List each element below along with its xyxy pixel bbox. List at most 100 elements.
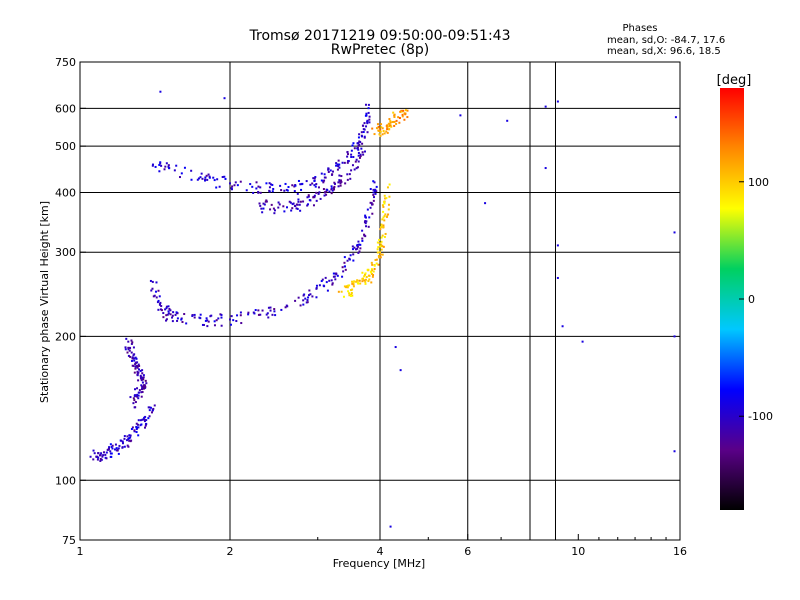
trace-scatter-point (315, 284, 318, 287)
trace-scatter-point (135, 427, 138, 430)
trace-scatter-point (141, 372, 144, 375)
trace-point (556, 244, 559, 247)
trace-scatter-point (362, 124, 365, 127)
ticks-layer: 1 2 4 6 10 16 75 100 200 300 400 500 600 750 (55, 56, 687, 558)
trace-scatter-point (404, 109, 407, 112)
trace-scatter-point (137, 434, 140, 437)
trace-scatter-point (197, 177, 200, 180)
trace-scatter-point (273, 212, 276, 215)
trace-scatter-point (372, 191, 375, 194)
trace-scatter-point (371, 127, 374, 130)
trace-scatter-point (180, 172, 183, 175)
trace-scatter-point (359, 247, 362, 250)
trace-scatter-point (133, 357, 136, 360)
trace-point (359, 282, 362, 285)
trace-scatter-point (212, 176, 215, 179)
trace-scatter-point (141, 418, 144, 421)
trace-scatter-point (388, 183, 391, 186)
trace-point (309, 293, 312, 296)
trace-scatter-point (366, 122, 369, 125)
trace-scatter-point (367, 280, 370, 283)
trace-scatter-point (257, 191, 260, 194)
trace-scatter-point (379, 128, 382, 131)
trace-scatter-point (331, 173, 334, 176)
trace-scatter-point (344, 268, 347, 271)
trace-scatter-point (213, 320, 216, 323)
trace-scatter-point (92, 449, 95, 452)
trace-scatter-point (380, 226, 383, 229)
trace-scatter-point (364, 235, 367, 238)
trace-point (674, 116, 677, 119)
trace-scatter-point (294, 299, 297, 302)
trace-scatter-point (364, 282, 367, 285)
trace-scatter-point (258, 202, 261, 205)
trace-scatter-point (129, 436, 132, 439)
trace-scatter-point (406, 109, 409, 112)
trace-scatter-point (330, 185, 333, 188)
trace-scatter-point (158, 163, 161, 166)
trace-scatter-point (126, 435, 129, 438)
trace-scatter-point (338, 163, 341, 166)
trace-point (379, 251, 381, 254)
trace-scatter-point (160, 309, 163, 312)
trace-point (130, 351, 133, 354)
trace-scatter-point (273, 209, 276, 212)
trace-scatter-point (353, 246, 356, 249)
trace-scatter-point (109, 443, 112, 446)
trace-scatter-point (136, 393, 139, 396)
trace-scatter-point (381, 133, 384, 136)
trace-scatter-point (358, 140, 361, 143)
trace-scatter-point (117, 447, 120, 450)
trace-scatter-point (403, 118, 406, 121)
trace-scatter-point (183, 166, 186, 169)
trace-scatter-point (341, 275, 344, 278)
trace-scatter-point (385, 197, 388, 200)
trace-scatter-point (343, 265, 346, 268)
trace-scatter-point (313, 184, 316, 187)
trace-scatter-point (207, 173, 210, 176)
trace-scatter-point (390, 125, 393, 128)
trace-scatter-point (332, 272, 335, 275)
trace-point (365, 125, 368, 128)
trace-scatter-point (350, 293, 353, 296)
trace-point (173, 169, 176, 172)
trace-scatter-point (381, 253, 384, 256)
trace-scatter-point (306, 301, 309, 304)
trace-scatter-point (335, 273, 338, 276)
trace-scatter-point (128, 437, 131, 440)
trace-scatter-point (290, 209, 293, 212)
trace-scatter-point (236, 184, 239, 187)
trace-scatter-point (360, 135, 363, 138)
trace-scatter-point (159, 162, 162, 165)
trace-scatter-point (140, 391, 143, 394)
trace-scatter-point (302, 200, 305, 203)
trace-scatter-point (343, 256, 346, 259)
trace-scatter-point (152, 407, 155, 410)
trace-scatter-point (153, 294, 156, 297)
trace-point (277, 206, 280, 209)
trace-scatter-point (331, 283, 334, 286)
trace-scatter-point (134, 367, 137, 370)
trace-scatter-point (134, 356, 137, 359)
trace-scatter-point (352, 253, 355, 256)
trace-scatter-point (373, 196, 376, 199)
trace-scatter-point (143, 416, 146, 419)
trace-scatter-point (356, 279, 359, 282)
trace-scatter-point (336, 163, 339, 166)
trace-scatter-point (365, 112, 368, 115)
trace-scatter-point (263, 203, 266, 206)
trace-scatter-point (331, 170, 334, 173)
trace-scatter-point (317, 186, 320, 189)
trace-scatter-point (272, 187, 275, 190)
trace-point (151, 280, 154, 283)
trace-scatter-point (270, 203, 273, 206)
trace-scatter-point (360, 147, 363, 150)
trace-scatter-point (344, 182, 347, 185)
trace-point (556, 276, 559, 279)
trace-scatter-point (160, 164, 163, 167)
trace-scatter-point (388, 195, 391, 198)
trace-scatter-point (178, 176, 181, 179)
trace-scatter-point (348, 292, 351, 295)
trace-scatter-point (357, 144, 360, 147)
